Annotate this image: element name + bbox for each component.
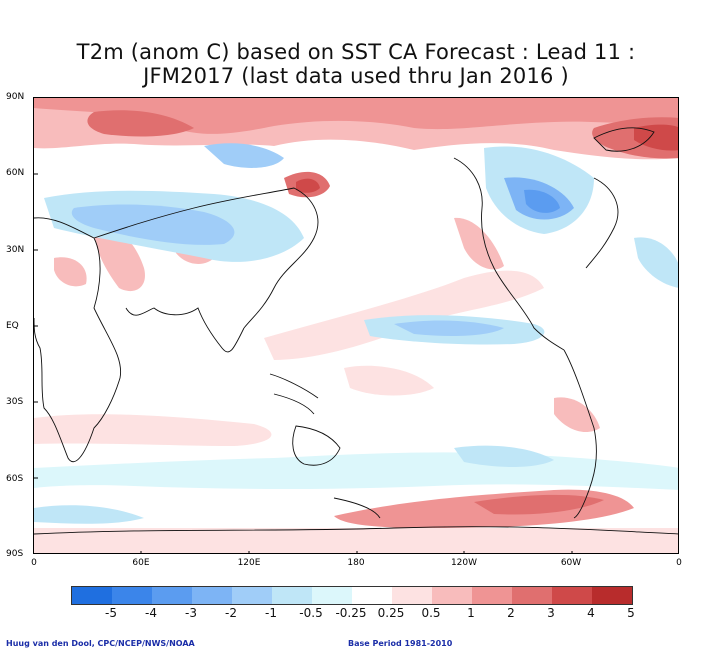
lat-label-30s: 30S (6, 397, 24, 407)
colorbar-label: -4 (145, 606, 157, 620)
colorbar-segment (152, 587, 192, 604)
lon-label-60e: 60E (132, 558, 150, 568)
colorbar-segment (512, 587, 552, 604)
footer-base-period: Base Period 1981-2010 (348, 639, 453, 648)
colorbar-segment (72, 587, 112, 604)
lat-label-60n: 60N (6, 168, 25, 178)
colorbar-segment (552, 587, 592, 604)
colorbar-segment (432, 587, 472, 604)
colorbar-segment (312, 587, 352, 604)
colorbar-label: -0.25 (335, 606, 367, 620)
warm-anomaly-regions (34, 98, 678, 553)
colorbar-segment (112, 587, 152, 604)
lat-label-90n: 90N (6, 92, 25, 102)
colorbar-label: -2 (225, 606, 237, 620)
lon-label-0-east: 0 (676, 558, 682, 568)
colorbar-label: 4 (587, 606, 595, 620)
colorbar-segment (392, 587, 432, 604)
colorbar-segment (192, 587, 232, 604)
cold-anomaly-regions (34, 143, 678, 524)
colorbar-label: -5 (105, 606, 117, 620)
coastlines (34, 127, 678, 535)
colorbar-label: -1 (265, 606, 277, 620)
lon-label-120e: 120E (237, 558, 261, 568)
colorbar-label: 0.25 (377, 606, 405, 620)
graticule-ticks (34, 173, 573, 553)
lon-label-120w: 120W (450, 558, 478, 568)
colorbar-label: 3 (547, 606, 555, 620)
colorbar-segment (592, 587, 632, 604)
colorbar-segment (472, 587, 512, 604)
colorbar-segment (352, 587, 392, 604)
colorbar-label: -3 (185, 606, 197, 620)
anomaly-map (33, 97, 679, 554)
colorbar-segment (272, 587, 312, 604)
lon-label-60w: 60W (560, 558, 582, 568)
lat-label-60s: 60S (6, 474, 24, 484)
colorbar-label: 0.5 (421, 606, 441, 620)
colorbar-label: 1 (467, 606, 475, 620)
colorbar-label: 2 (507, 606, 515, 620)
lon-label-180: 180 (347, 558, 365, 568)
anomaly-map-svg (34, 98, 678, 553)
footer-credit: Huug van den Dool, CPC/NCEP/NWS/NOAA (6, 639, 195, 648)
colorbar-segment (232, 587, 272, 604)
lat-label-eq: EQ (6, 321, 19, 331)
colorbar-label: 5 (627, 606, 635, 620)
map-title-line2: JFM2017 (last data used thru Jan 2016 ) (143, 64, 569, 88)
colorbar-label: -0.5 (299, 606, 323, 620)
map-title-line1: T2m (anom C) based on SST CA Forecast : … (76, 40, 636, 64)
lat-label-30n: 30N (6, 245, 25, 255)
colorbar (71, 586, 633, 605)
lon-label-0: 0 (31, 558, 37, 568)
lat-label-90s: 90S (6, 549, 24, 559)
